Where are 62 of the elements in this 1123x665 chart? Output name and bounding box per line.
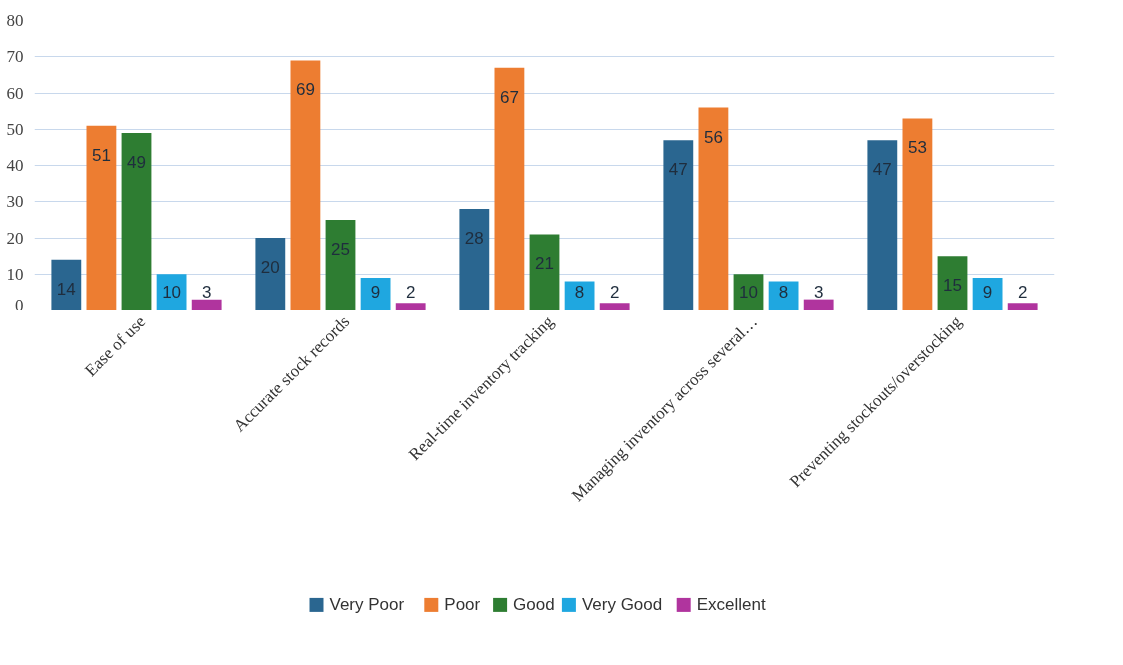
bar <box>937 256 968 310</box>
bar <box>156 274 187 310</box>
data-label: 2 <box>405 283 416 303</box>
bar <box>459 209 490 310</box>
data-label: 8 <box>778 283 789 303</box>
bar <box>663 140 694 310</box>
data-label: 47 <box>872 160 892 180</box>
bar <box>191 299 222 310</box>
data-label: 10 <box>162 283 182 303</box>
data-label: 15 <box>943 276 962 296</box>
data-label: 21 <box>535 254 554 274</box>
bar <box>972 277 1003 310</box>
bar <box>529 234 560 310</box>
y-tick-label: 0 <box>15 295 24 315</box>
bar <box>121 132 152 310</box>
data-label: 67 <box>499 87 519 107</box>
bar <box>902 118 933 310</box>
data-label: 8 <box>574 283 585 303</box>
x-tick-label: Ease of use <box>81 311 150 380</box>
data-label: 69 <box>295 80 315 100</box>
data-label: 28 <box>464 229 484 248</box>
y-tick-label: 50 <box>6 119 24 139</box>
data-label: 20 <box>260 258 280 277</box>
y-tick-label: 30 <box>6 192 24 212</box>
y-tick-label: 60 <box>6 83 24 103</box>
y-tick-label: 10 <box>6 264 24 284</box>
data-label: 14 <box>56 279 76 299</box>
legend-label: Excellent <box>696 595 766 615</box>
bar <box>494 67 525 310</box>
data-label: 49 <box>127 152 146 172</box>
legend-label: Good <box>513 595 555 615</box>
bar <box>360 277 391 310</box>
y-tick-label: 70 <box>6 47 24 67</box>
data-label: 47 <box>668 160 688 180</box>
bar <box>867 140 898 310</box>
data-label: 2 <box>609 283 620 303</box>
legend-label: Very Poor <box>329 595 405 615</box>
data-label: 25 <box>331 239 350 259</box>
data-label: 9 <box>370 283 381 303</box>
data-label: 56 <box>703 127 723 147</box>
y-tick-label: 20 <box>6 228 24 248</box>
data-label: 53 <box>907 138 927 158</box>
bar <box>255 238 286 310</box>
data-label: 3 <box>201 283 212 303</box>
bar <box>290 60 321 310</box>
bar <box>1007 303 1038 310</box>
bar <box>395 303 426 310</box>
legend-label: Very Good <box>581 595 663 615</box>
y-tick-label: 80 <box>6 11 24 30</box>
legend-label: Poor <box>444 595 481 615</box>
data-label: 9 <box>982 283 993 303</box>
data-label: 3 <box>813 283 824 303</box>
y-tick-label: 40 <box>6 156 24 175</box>
data-label: 51 <box>91 145 111 165</box>
bar <box>698 107 729 310</box>
bar <box>86 125 117 310</box>
bar <box>325 219 356 310</box>
bar <box>803 299 834 310</box>
data-label: 10 <box>739 283 758 303</box>
data-label: 2 <box>1017 283 1028 303</box>
bar <box>51 259 82 310</box>
bar <box>599 303 630 310</box>
